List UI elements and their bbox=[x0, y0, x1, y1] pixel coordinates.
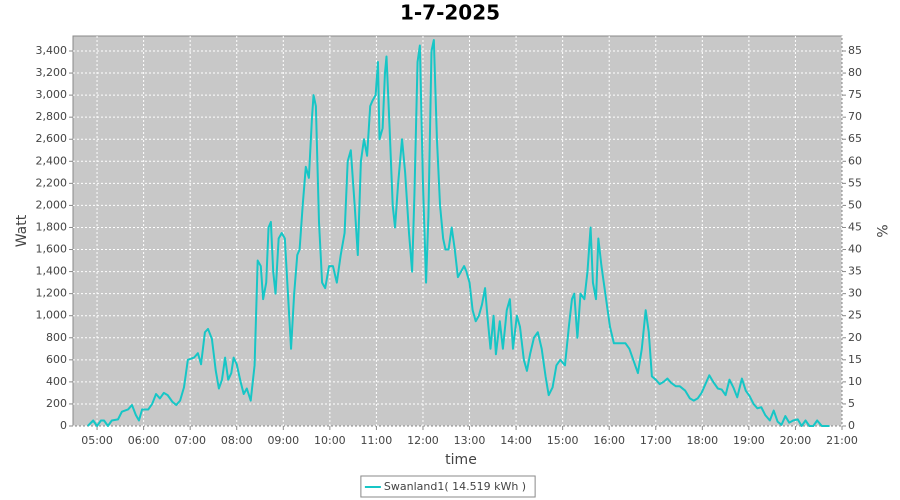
x-tick-label: 21:00 bbox=[826, 434, 858, 447]
y-tick-label: 200 bbox=[46, 397, 67, 410]
x-tick-label: 13:00 bbox=[454, 434, 486, 447]
data-line bbox=[87, 38, 830, 427]
x-tick-label: 06:00 bbox=[128, 434, 160, 447]
x-tick-label: 16:00 bbox=[593, 434, 625, 447]
y-tick-label: 1,000 bbox=[36, 309, 68, 322]
y2-tick-label: 65 bbox=[848, 132, 862, 145]
y2-tick-label: 25 bbox=[848, 309, 862, 322]
y-tick-label: 2,600 bbox=[36, 132, 68, 145]
legend-box bbox=[360, 475, 536, 498]
y2-tick-label: 60 bbox=[848, 154, 862, 167]
y2-tick-label: 75 bbox=[848, 88, 862, 101]
legend: Swanland1( 14.519 kWh ) bbox=[360, 475, 536, 498]
y-tick-label: 800 bbox=[46, 331, 67, 344]
y-tick-label: 2,200 bbox=[36, 176, 68, 189]
x-axis-label: time bbox=[445, 452, 477, 468]
y2-tick-label: 85 bbox=[848, 44, 862, 57]
y-tick-label: 1,400 bbox=[36, 265, 68, 278]
y2-tick-label: 50 bbox=[848, 198, 862, 211]
y-tick-label: 3,000 bbox=[36, 88, 68, 101]
x-tick-label: 18:00 bbox=[686, 434, 718, 447]
y2-axis-label: % bbox=[873, 224, 889, 237]
y2-tick-label: 15 bbox=[848, 353, 862, 366]
y2-tick-label: 0 bbox=[848, 419, 855, 432]
x-tick-label: 10:00 bbox=[314, 434, 346, 447]
plot-area bbox=[72, 35, 843, 427]
y-tick-label: 1,200 bbox=[36, 287, 68, 300]
x-tick-label: 09:00 bbox=[267, 434, 299, 447]
x-tick-label: 15:00 bbox=[547, 434, 579, 447]
y-tick-label: 1,600 bbox=[36, 243, 68, 256]
chart-title: 1-7-2025 bbox=[400, 1, 500, 25]
y-tick-label: 2,400 bbox=[36, 154, 68, 167]
y-tick-label: 3,400 bbox=[36, 44, 68, 57]
y2-tick-label: 45 bbox=[848, 220, 862, 233]
y2-tick-label: 10 bbox=[848, 375, 862, 388]
y-tick-label: 600 bbox=[46, 353, 67, 366]
y-tick-label: 2,800 bbox=[36, 110, 68, 123]
y-tick-label: 400 bbox=[46, 375, 67, 388]
y-tick-label: 1,800 bbox=[36, 220, 68, 233]
x-tick-label: 20:00 bbox=[780, 434, 812, 447]
x-tick-label: 19:00 bbox=[733, 434, 765, 447]
x-tick-label: 14:00 bbox=[500, 434, 532, 447]
x-tick-label: 12:00 bbox=[407, 434, 439, 447]
y2-tick-label: 70 bbox=[848, 110, 862, 123]
legend-label: Swanland1( 14.519 kWh ) bbox=[384, 480, 526, 493]
y-tick-label: 2,000 bbox=[36, 198, 68, 211]
y2-tick-label: 30 bbox=[848, 287, 862, 300]
y2-tick-label: 80 bbox=[848, 66, 862, 79]
y2-tick-label: 35 bbox=[848, 265, 862, 278]
y2-tick-label: 5 bbox=[848, 397, 855, 410]
x-tick-label: 05:00 bbox=[81, 434, 113, 447]
x-tick-label: 17:00 bbox=[640, 434, 672, 447]
x-tick-label: 11:00 bbox=[361, 434, 393, 447]
y2-tick-label: 55 bbox=[848, 176, 862, 189]
y2-tick-label: 40 bbox=[848, 243, 862, 256]
y-axis-label: Watt bbox=[14, 214, 30, 247]
x-tick-label: 08:00 bbox=[221, 434, 253, 447]
x-tick-label: 07:00 bbox=[174, 434, 206, 447]
y-tick-label: 0 bbox=[60, 419, 67, 432]
y2-tick-label: 20 bbox=[848, 331, 862, 344]
y-tick-label: 3,200 bbox=[36, 66, 68, 79]
